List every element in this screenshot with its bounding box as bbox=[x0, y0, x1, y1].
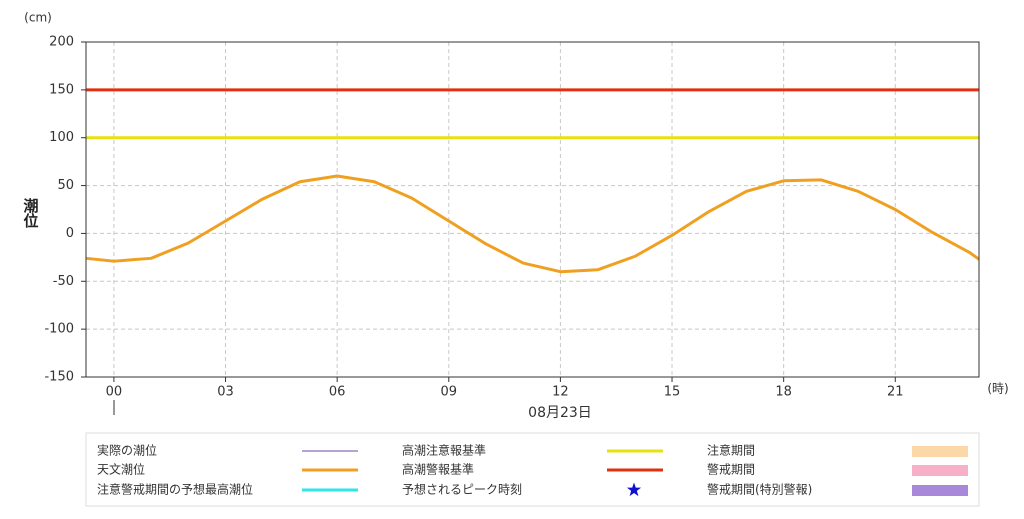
legend-swatch bbox=[912, 446, 968, 457]
legend-swatch bbox=[912, 485, 968, 496]
y-tick-label: 200 bbox=[49, 35, 74, 50]
x-tick-label: 09 bbox=[441, 385, 458, 400]
legend-box bbox=[85, 432, 980, 507]
y-tick-label: -50 bbox=[53, 274, 74, 289]
x-tick-label: 12 bbox=[552, 385, 569, 400]
x-tick-label: 18 bbox=[775, 385, 792, 400]
legend-label: 予想されるピーク時刻 bbox=[402, 482, 522, 497]
y-tick-label: -100 bbox=[44, 322, 74, 337]
legend-label: 注意警戒期間の予想最高潮位 bbox=[97, 482, 253, 497]
legend-swatch bbox=[912, 465, 968, 476]
y-unit: (cm) bbox=[24, 11, 52, 25]
x-tick-label: 03 bbox=[217, 385, 234, 400]
legend-label: 高潮注意報基準 bbox=[402, 443, 486, 458]
y-tick-label: 0 bbox=[66, 226, 74, 241]
legend-swatch bbox=[626, 482, 642, 497]
x-tick-label: 15 bbox=[664, 385, 681, 400]
tide-line bbox=[85, 174, 980, 274]
date-label: 08月23日 bbox=[528, 405, 592, 421]
plot-frame bbox=[85, 41, 980, 378]
y-tick-label: 50 bbox=[57, 178, 74, 193]
legend-label: 高潮警報基準 bbox=[402, 462, 474, 477]
legend-label: 警戒期間 bbox=[707, 462, 755, 477]
legend-label: 注意期間 bbox=[707, 443, 755, 458]
x-unit: (時) bbox=[987, 382, 1008, 396]
y-tick-label: -150 bbox=[44, 370, 74, 385]
legend-label: 警戒期間(特別警報) bbox=[707, 482, 812, 497]
x-tick-label: 21 bbox=[887, 385, 904, 400]
y-tick-label: 150 bbox=[49, 82, 74, 97]
x-tick-label: 00 bbox=[106, 385, 123, 400]
y-label: 潮位 bbox=[22, 197, 40, 228]
plot-area bbox=[86, 42, 979, 377]
y-tick-label: 100 bbox=[49, 130, 74, 145]
legend-label: 天文潮位 bbox=[97, 462, 145, 477]
legend-label: 実際の潮位 bbox=[97, 443, 157, 458]
x-tick-label: 06 bbox=[329, 385, 346, 400]
